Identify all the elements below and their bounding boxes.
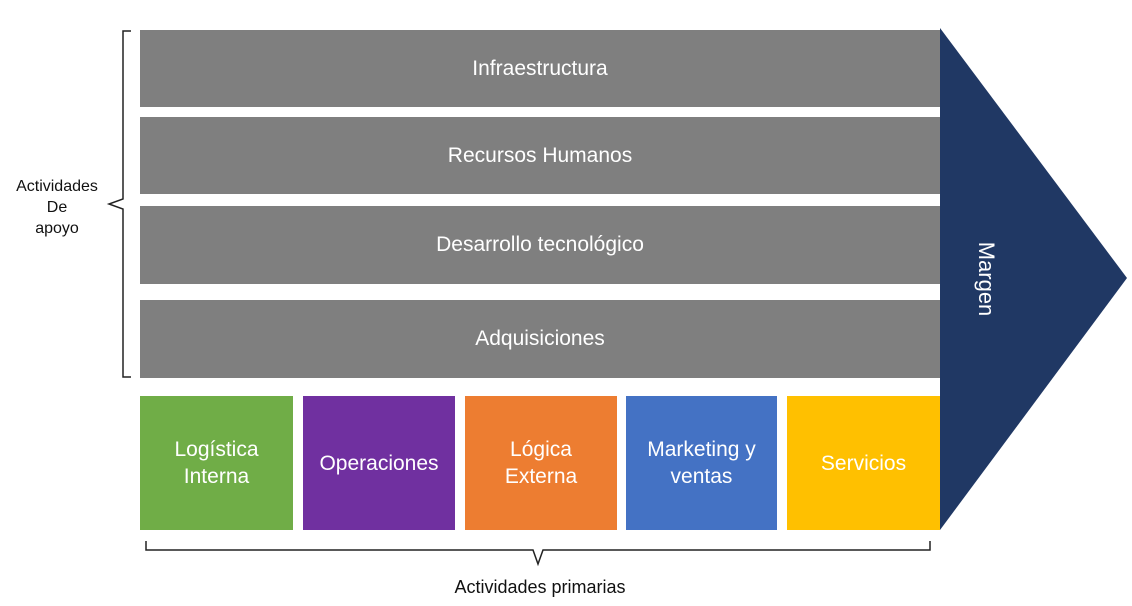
support-activities-label: Actividades De apoyo [16,178,98,237]
support-bar-desarrollo-tecnologico: Desarrollo tecnológico [140,206,940,284]
support-bar-infraestructura: Infraestructura [140,30,940,107]
primary-box-logistica-interna: Logística Interna [140,396,293,530]
primary-activities-label: Actividades primarias [454,577,626,597]
support-bar-recursos-humanos: Recursos Humanos [140,117,940,194]
primary-box-logica-externa: Lógica Externa [465,396,617,530]
primary-bracket [145,541,931,567]
support-bar-adquisiciones: Adquisiciones [140,300,940,378]
support-bracket [106,30,131,378]
primary-box-operaciones: Operaciones [303,396,455,530]
margin-arrow [940,28,1127,530]
primary-box-servicios: Servicios [787,396,940,530]
primary-box-marketing-ventas: Marketing y ventas [626,396,777,530]
